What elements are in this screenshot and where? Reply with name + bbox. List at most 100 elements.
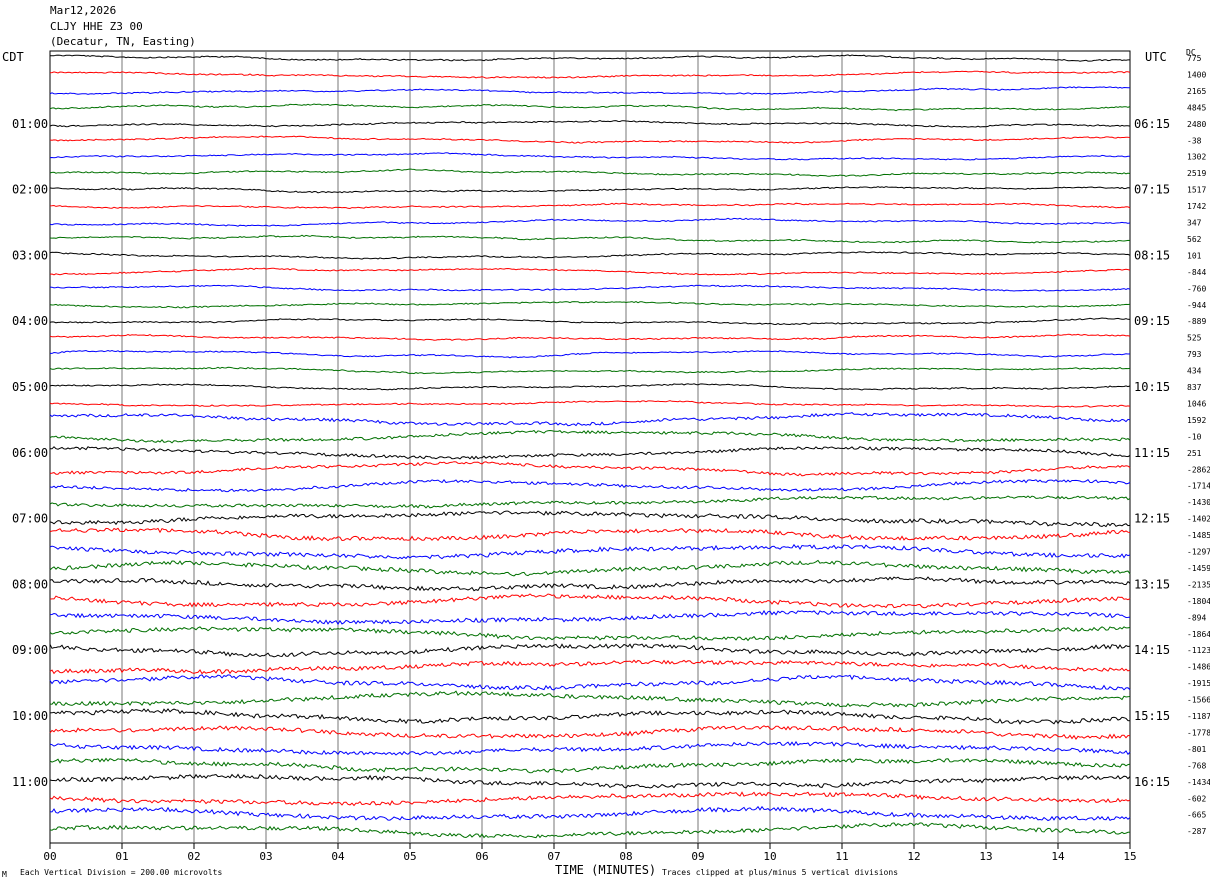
left-hour-label: 05:00 bbox=[12, 380, 48, 394]
seismic-trace bbox=[49, 773, 1131, 789]
left-hour-label: 06:00 bbox=[12, 446, 48, 460]
dc-offset-label: -1864 bbox=[1187, 630, 1210, 639]
seismic-trace bbox=[49, 559, 1131, 577]
dc-offset-label: -602 bbox=[1187, 794, 1206, 803]
seismic-trace bbox=[49, 284, 1131, 292]
x-tick-label: 13 bbox=[979, 850, 992, 863]
dc-offset-label: -1915 bbox=[1187, 679, 1210, 688]
x-tick-label: 01 bbox=[115, 850, 128, 863]
left-hour-label: 01:00 bbox=[12, 117, 48, 131]
seismic-trace bbox=[49, 251, 1131, 260]
dc-offset-label: -1778 bbox=[1187, 728, 1210, 737]
left-hour-label: 07:00 bbox=[12, 512, 48, 526]
x-axis-title: TIME (MINUTES) bbox=[555, 863, 657, 877]
right-hour-label: 12:15 bbox=[1134, 512, 1170, 526]
seismic-trace bbox=[49, 234, 1131, 244]
x-tick-label: 06 bbox=[475, 850, 488, 863]
dc-offset-label: 525 bbox=[1187, 334, 1202, 343]
dc-offset-label: 251 bbox=[1187, 449, 1202, 458]
dc-offset-label: -760 bbox=[1187, 284, 1206, 293]
left-hour-label: 02:00 bbox=[12, 183, 48, 197]
dc-offset-label: -2135 bbox=[1187, 580, 1210, 589]
corner-mark: M bbox=[2, 870, 7, 879]
dc-offset-label: 837 bbox=[1187, 383, 1202, 392]
dc-offset-label: -1402 bbox=[1187, 515, 1210, 524]
dc-offset-label: -768 bbox=[1187, 761, 1206, 770]
seismic-trace bbox=[49, 659, 1131, 675]
x-tick-label: 15 bbox=[1123, 850, 1136, 863]
seismic-trace bbox=[49, 168, 1131, 177]
seismic-trace bbox=[49, 510, 1131, 528]
right-timezone-label: UTC bbox=[1145, 50, 1167, 64]
left-hour-label: 04:00 bbox=[12, 314, 48, 328]
right-hour-label: 16:15 bbox=[1134, 775, 1170, 789]
clip-note: Traces clipped at plus/minus 5 vertical … bbox=[662, 868, 899, 877]
seismic-trace bbox=[49, 333, 1131, 341]
right-hour-label: 10:15 bbox=[1134, 380, 1170, 394]
dc-offset-label: 775 bbox=[1187, 54, 1202, 63]
left-hour-label: 03:00 bbox=[12, 248, 48, 262]
seismic-trace bbox=[49, 822, 1131, 839]
dc-offset-label: -2862 bbox=[1187, 465, 1210, 474]
dc-offset-label: -38 bbox=[1187, 136, 1202, 145]
dc-offset-label: 101 bbox=[1187, 251, 1202, 260]
dc-offset-label: -1123 bbox=[1187, 646, 1210, 655]
seismic-trace bbox=[49, 103, 1131, 112]
x-tick-label: 11 bbox=[835, 850, 848, 863]
seismic-trace bbox=[49, 317, 1131, 326]
right-hour-label: 14:15 bbox=[1134, 643, 1170, 657]
dc-offset-label: -894 bbox=[1187, 613, 1206, 622]
dc-offset-label: -1804 bbox=[1187, 597, 1210, 606]
seismic-trace bbox=[49, 805, 1131, 822]
dc-offset-label: 2519 bbox=[1187, 169, 1206, 178]
dc-header-label: DC bbox=[1186, 48, 1196, 57]
x-tick-label: 10 bbox=[763, 850, 776, 863]
right-hour-label: 08:15 bbox=[1134, 248, 1170, 262]
right-hour-label: 06:15 bbox=[1134, 117, 1170, 131]
right-hour-label: 13:15 bbox=[1134, 577, 1170, 591]
dc-offset-label: -1434 bbox=[1187, 778, 1210, 787]
seismic-trace bbox=[49, 495, 1131, 509]
seismic-trace bbox=[49, 740, 1131, 756]
right-hour-label: 09:15 bbox=[1134, 314, 1170, 328]
dc-offset-label: 1742 bbox=[1187, 202, 1206, 211]
dc-offset-label: -1485 bbox=[1187, 531, 1210, 540]
seismic-trace bbox=[49, 674, 1131, 691]
seismic-trace bbox=[49, 267, 1131, 276]
seismic-trace bbox=[49, 576, 1131, 592]
dc-offset-label: -665 bbox=[1187, 811, 1206, 820]
dc-offset-label: -844 bbox=[1187, 268, 1206, 277]
x-tick-label: 07 bbox=[547, 850, 560, 863]
seismic-trace bbox=[49, 217, 1131, 227]
dc-offset-label: -1459 bbox=[1187, 564, 1210, 573]
dc-offset-label: -287 bbox=[1187, 827, 1206, 836]
dc-offset-label: -1486 bbox=[1187, 663, 1210, 672]
dc-offset-label: 2165 bbox=[1187, 87, 1206, 96]
dc-offset-label: 562 bbox=[1187, 235, 1202, 244]
dc-offset-label: 347 bbox=[1187, 219, 1202, 228]
seismic-trace bbox=[49, 383, 1131, 391]
right-hour-label: 15:15 bbox=[1134, 709, 1170, 723]
dc-offset-label: 1302 bbox=[1187, 153, 1206, 162]
seismic-trace bbox=[49, 690, 1131, 708]
seismic-trace bbox=[49, 708, 1131, 725]
dc-offset-label: 434 bbox=[1187, 367, 1202, 376]
dc-offset-label: -1187 bbox=[1187, 712, 1210, 721]
seismic-trace bbox=[49, 593, 1131, 609]
seismic-trace bbox=[49, 400, 1131, 408]
dc-offset-label: 793 bbox=[1187, 350, 1202, 359]
seismic-trace bbox=[49, 135, 1131, 144]
seismic-trace bbox=[49, 152, 1131, 161]
seismic-trace bbox=[50, 349, 1131, 359]
seismic-trace bbox=[49, 70, 1131, 79]
seismic-trace bbox=[49, 54, 1130, 62]
seismic-trace bbox=[49, 757, 1131, 774]
x-tick-label: 04 bbox=[331, 850, 345, 863]
right-hour-label: 11:15 bbox=[1134, 446, 1170, 460]
record-date: Mar12,2026 bbox=[50, 4, 117, 17]
dc-offset-label: 1400 bbox=[1187, 70, 1206, 79]
dc-offset-label: -1566 bbox=[1187, 696, 1210, 705]
dc-offset-label: -1430 bbox=[1187, 498, 1210, 507]
station-location: (Decatur, TN, Easting) bbox=[50, 35, 196, 48]
station-code: CLJY HHE Z3 00 bbox=[50, 20, 143, 33]
